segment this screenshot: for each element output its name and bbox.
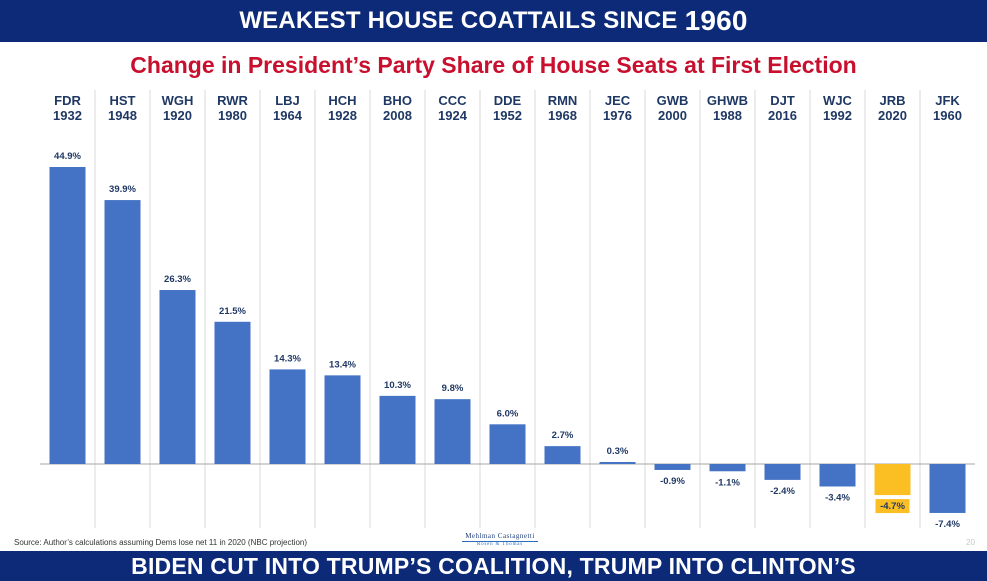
- bar: [104, 200, 141, 465]
- banner-title-year: 1960: [684, 5, 748, 36]
- firm-partners: Rosen & Thomas: [462, 541, 538, 547]
- category-year: 1952: [493, 108, 522, 123]
- category-label: GHWB: [707, 93, 748, 108]
- bar: [214, 321, 251, 464]
- bar: [269, 369, 306, 464]
- bar: [709, 464, 746, 472]
- data-label: -1.1%: [715, 477, 740, 488]
- category-year: 1920: [163, 108, 192, 123]
- top-banner: WEAKEST HOUSE COATTAILS SINCE 1960: [0, 0, 987, 42]
- category-year: 1924: [438, 108, 468, 123]
- data-label: 0.3%: [607, 446, 629, 457]
- data-label: 26.3%: [164, 274, 191, 285]
- data-label: -4.7%: [880, 501, 905, 512]
- data-label: 14.3%: [274, 353, 301, 364]
- banner-title: WEAKEST HOUSE COATTAILS SINCE: [239, 7, 678, 34]
- category-year: 2008: [383, 108, 412, 123]
- data-label: -2.4%: [770, 486, 795, 497]
- category-year: 2000: [658, 108, 687, 123]
- category-year: 1928: [328, 108, 357, 123]
- data-label: 21.5%: [219, 306, 246, 317]
- category-year: 1968: [548, 108, 577, 123]
- category-label: JRB: [879, 93, 905, 108]
- bar: [544, 446, 581, 464]
- category-label: JEC: [605, 93, 631, 108]
- category-year: 1992: [823, 108, 852, 123]
- category-label: FDR: [54, 93, 81, 108]
- bar: [379, 395, 416, 464]
- data-label: 6.0%: [497, 408, 519, 419]
- category-label: GWB: [657, 93, 689, 108]
- firm-name: Mehlman Castagnetti: [465, 532, 535, 540]
- data-label: 10.3%: [384, 380, 411, 391]
- bottom-banner: BIDEN CUT INTO TRUMP’S COALITION, TRUMP …: [0, 551, 987, 581]
- category-label: RMN: [548, 93, 578, 108]
- highlight-label-bg: [875, 499, 910, 514]
- source-note: Source: Author’s calculations assuming D…: [14, 538, 308, 547]
- category-label: BHO: [383, 93, 412, 108]
- data-label: 39.9%: [109, 184, 136, 195]
- category-year: 1948: [108, 108, 137, 123]
- category-year: 1960: [933, 108, 962, 123]
- bar: [324, 375, 361, 464]
- category-year: 1964: [273, 108, 303, 123]
- category-label: DJT: [770, 93, 795, 108]
- chart-title: Change in President’s Party Share of Hou…: [130, 52, 857, 78]
- data-label: 9.8%: [442, 383, 464, 394]
- category-label: HST: [110, 93, 136, 108]
- category-label: JFK: [935, 93, 960, 108]
- firm-logo: Mehlman Castagnetti Rosen & Thomas: [440, 532, 560, 547]
- category-year: 1932: [53, 108, 82, 123]
- category-year: 2020: [878, 108, 907, 123]
- category-label: WJC: [823, 93, 853, 108]
- bar: [159, 290, 196, 464]
- bar: [599, 462, 636, 464]
- data-label: -3.4%: [825, 492, 850, 503]
- data-label: 44.9%: [54, 151, 81, 162]
- category-year: 1976: [603, 108, 632, 123]
- category-year: 2016: [768, 108, 797, 123]
- category-label: CCC: [438, 93, 467, 108]
- data-label: 2.7%: [552, 430, 574, 441]
- bar: [654, 464, 691, 470]
- data-label: -7.4%: [935, 519, 960, 530]
- bar: [49, 167, 86, 464]
- category-label: WGH: [162, 93, 194, 108]
- bar: [489, 424, 526, 464]
- category-label: DDE: [494, 93, 522, 108]
- data-label: -0.9%: [660, 476, 685, 487]
- category-year: 1980: [218, 108, 247, 123]
- data-label: 13.4%: [329, 359, 356, 370]
- bar: [819, 464, 856, 487]
- bar: [874, 464, 911, 496]
- page-number: 20: [966, 538, 975, 547]
- category-year: 1988: [713, 108, 742, 123]
- category-label: HCH: [328, 93, 356, 108]
- bar: [764, 464, 801, 480]
- bar: [929, 464, 966, 513]
- category-label: LBJ: [275, 93, 300, 108]
- bar: [434, 399, 471, 464]
- category-label: RWR: [217, 93, 248, 108]
